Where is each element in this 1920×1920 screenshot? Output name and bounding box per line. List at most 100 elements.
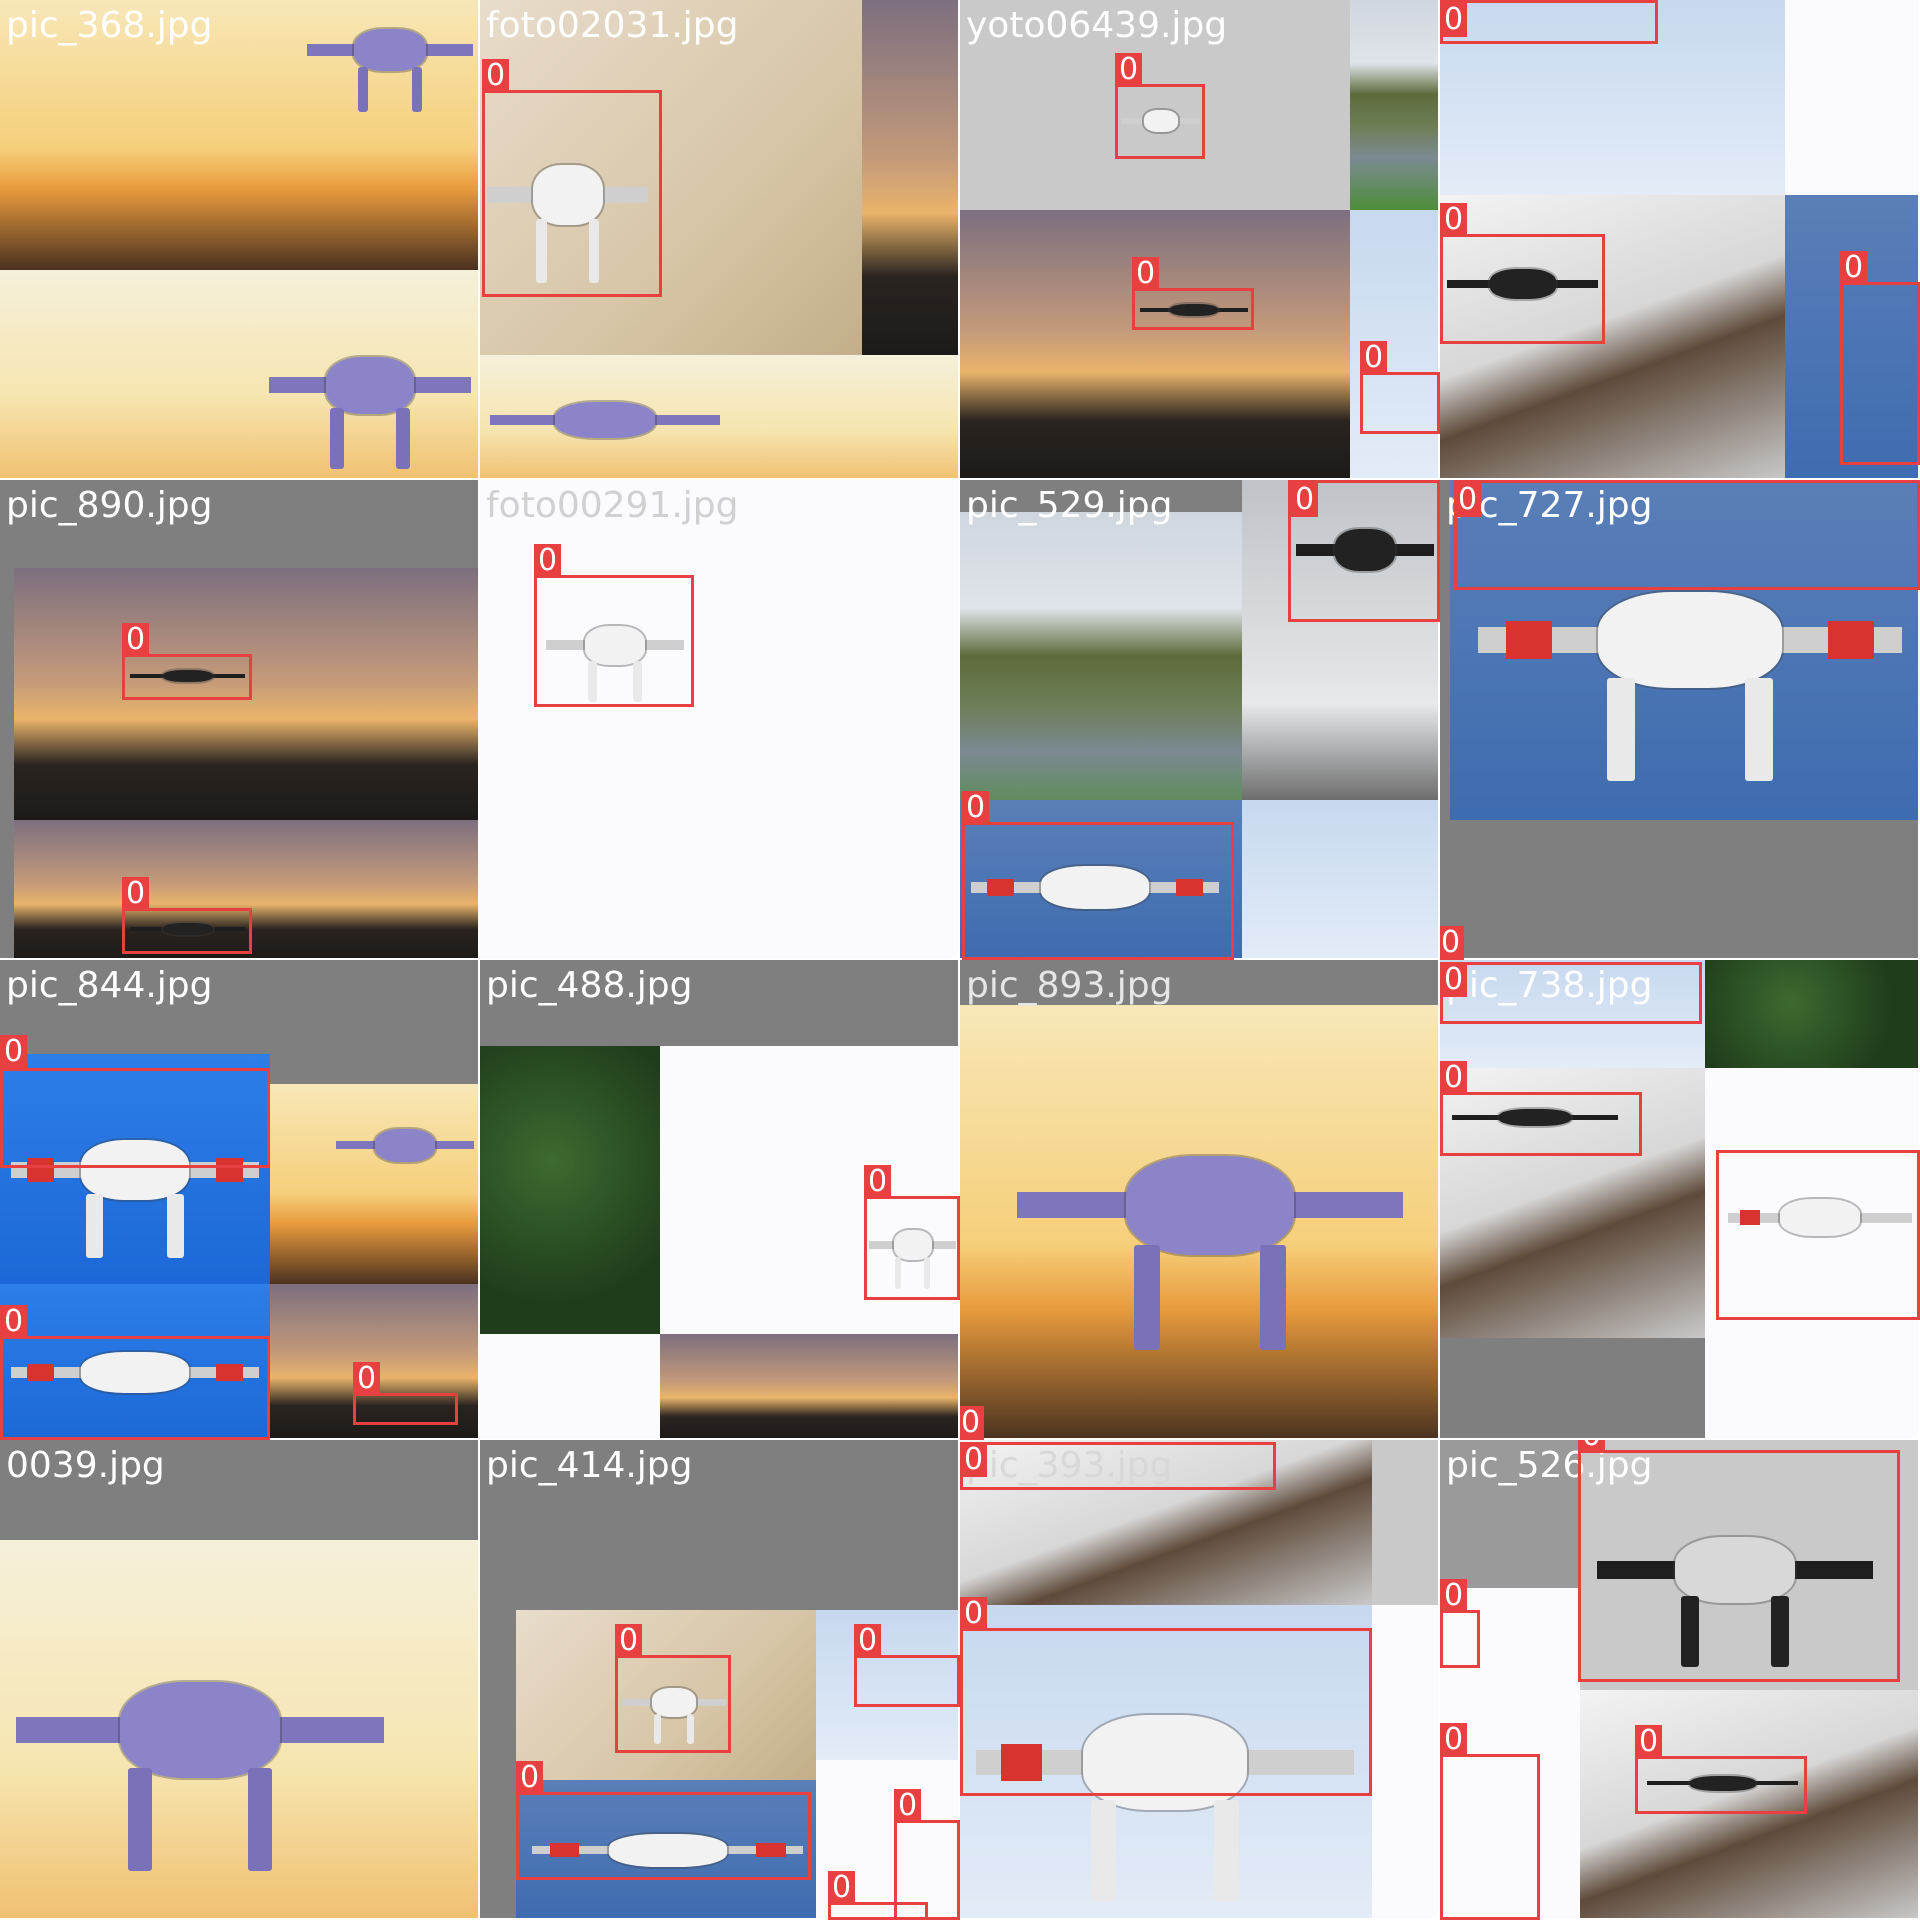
tile-yoto06439: 0 0 0 yoto06439.jpg xyxy=(960,0,1440,480)
bounding-box: 0 xyxy=(1132,257,1254,330)
drone-image xyxy=(1585,1460,1885,1680)
class-label: 0 xyxy=(122,877,150,911)
bounding-box: 0 xyxy=(1840,251,1920,465)
drone-image xyxy=(330,1090,480,1200)
tile-pic-727: 0 0 pic_727.jpg xyxy=(1440,480,1920,960)
bounding-box: 0 xyxy=(1115,53,1205,159)
tile-filename: pic_890.jpg xyxy=(6,485,213,526)
tile-pic-488: 0 pic_488.jpg xyxy=(480,960,960,1440)
class-label: 0 xyxy=(1440,203,1468,237)
drone-image xyxy=(260,290,480,480)
bounding-box: 0 xyxy=(482,59,662,297)
class-label: 0 xyxy=(0,1305,28,1339)
drone-image xyxy=(1135,290,1253,330)
bounding-box: 0 xyxy=(122,877,252,954)
tile-filename: yoto06439.jpg xyxy=(966,5,1228,46)
drone-image xyxy=(520,1795,815,1905)
drone-image xyxy=(0,1570,400,1890)
tile-pic-393: 0 0 pic_393.jpg xyxy=(960,1440,1440,1920)
tile-filename: pic_393.jpg xyxy=(966,1445,1173,1486)
class-label: 0 xyxy=(615,1624,643,1658)
drone-image xyxy=(1640,1758,1805,1808)
bounding-box: 0 xyxy=(1288,480,1440,622)
drone-image xyxy=(480,360,730,480)
bounding-box: 0 xyxy=(516,1761,811,1880)
class-label: 0 xyxy=(353,1362,381,1396)
drone-image xyxy=(1000,1040,1420,1370)
class-label: 0 xyxy=(1440,1579,1468,1613)
tile-filename: pic_893.jpg xyxy=(966,965,1173,1006)
class-label: 0 xyxy=(1635,1725,1663,1759)
class-label: 0 xyxy=(0,1035,28,1069)
tile-unnamed: 0 0 0 xyxy=(1440,0,1920,480)
tile-pic-890: 0 0 pic_890.jpg xyxy=(0,480,480,960)
drone-image xyxy=(960,1605,1370,1920)
tile-pic-893: 0 pic_893.jpg xyxy=(960,960,1440,1440)
tile-pic-738: 0 0 pic_738.jpg xyxy=(1440,960,1920,1440)
tile-filename: pic_738.jpg xyxy=(1446,965,1653,1006)
drone-image xyxy=(960,815,1230,960)
tile-pic-368: pic_368.jpg xyxy=(0,0,480,480)
bounding-box: 0 xyxy=(960,1597,1372,1796)
drone-image xyxy=(540,580,690,710)
tile-foto02031: 0 foto02031.jpg xyxy=(480,0,960,480)
class-label: 0 xyxy=(1440,926,1465,960)
drone-image xyxy=(1118,85,1203,157)
bounding-box: 0 xyxy=(1440,1723,1540,1920)
tile-0039: 0039.jpg xyxy=(0,1440,480,1920)
bounding-box: 0 xyxy=(828,1871,928,1920)
class-label: 0 xyxy=(854,1624,882,1658)
class-label: 0 xyxy=(1440,1723,1468,1757)
class-label: 0 xyxy=(894,1789,922,1823)
class-label: 0 xyxy=(1578,1440,1606,1453)
drone-image xyxy=(125,655,250,697)
bounding-box: 0 xyxy=(962,791,1234,960)
class-label: 0 xyxy=(960,1597,988,1631)
class-label: 0 xyxy=(1440,1061,1468,1095)
class-label: 0 xyxy=(828,1871,856,1905)
tile-filename: pic_488.jpg xyxy=(486,965,693,1006)
bounding-box: 0 xyxy=(864,1165,960,1300)
tile-filename: pic_414.jpg xyxy=(486,1445,693,1486)
class-label: 0 xyxy=(864,1165,892,1199)
bounding-box: 0 xyxy=(1635,1725,1807,1814)
tile-pic-529: 0 0 pic_529.jpg xyxy=(960,480,1440,960)
drone-image xyxy=(125,908,250,950)
class-label: 0 xyxy=(534,544,562,578)
bounding-box xyxy=(1716,1150,1920,1320)
class-label: 0 xyxy=(482,59,510,93)
class-label: 0 xyxy=(1440,3,1468,37)
class-label: 0 xyxy=(1440,963,1468,997)
tile-filename: pic_529.jpg xyxy=(966,485,1173,526)
tile-filename: foto02031.jpg xyxy=(486,5,739,46)
bounding-box: 0 xyxy=(353,1362,458,1425)
drone-image xyxy=(1720,1155,1920,1280)
bounding-box: 0 xyxy=(1440,1579,1480,1668)
drone-image xyxy=(480,95,655,295)
bounding-box: 0 xyxy=(122,623,252,700)
tile-pic-414: 0 0 0 0 0 pic_414.jpg xyxy=(480,1440,960,1920)
class-label: 0 xyxy=(1454,483,1482,517)
drone-image xyxy=(618,1655,730,1750)
bounding-box: 0 xyxy=(1440,962,1702,1024)
tile-foto00291: 0 foto00291.jpg xyxy=(480,480,960,960)
class-label: 0 xyxy=(1840,251,1868,285)
bounding-box: 0 xyxy=(615,1624,731,1753)
tile-filename: pic_368.jpg xyxy=(6,5,213,46)
drone-image xyxy=(300,0,480,120)
class-label: 0 xyxy=(960,1443,988,1477)
drone-image xyxy=(1460,480,1920,800)
bounding-box: 0 xyxy=(0,1305,270,1440)
bounding-box: 0 xyxy=(0,1035,270,1168)
bounding-box: 0 xyxy=(1440,1061,1642,1156)
bounding-box: 0 xyxy=(1440,0,1658,44)
class-label: 0 xyxy=(962,791,990,825)
drone-image xyxy=(865,1195,960,1295)
tile-filename: 0039.jpg xyxy=(6,1445,165,1486)
class-label: 0 xyxy=(1291,483,1319,517)
drone-image xyxy=(1290,480,1440,620)
tile-filename: foto00291.jpg xyxy=(486,485,739,526)
bounding-box: 0 xyxy=(1454,480,1920,590)
bounding-box: 0 xyxy=(854,1624,960,1707)
class-label: 0 xyxy=(122,623,150,657)
